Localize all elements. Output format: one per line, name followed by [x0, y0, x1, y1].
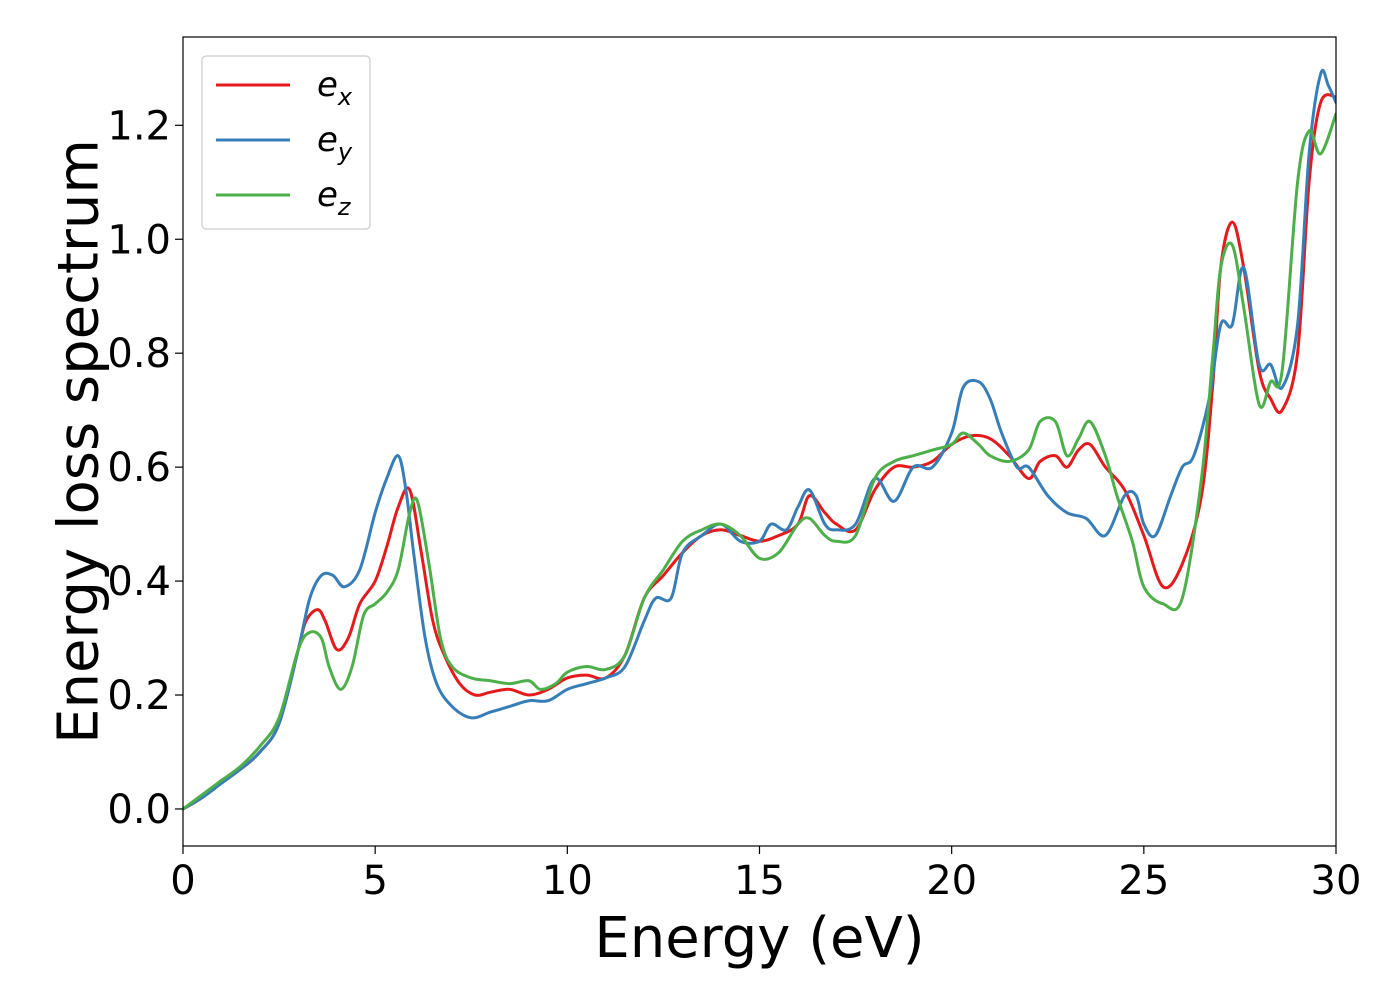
y-tick-label: 0.4 — [107, 559, 171, 605]
legend-label-y: ey — [317, 120, 353, 166]
x-axis-label: Energy (eV) — [594, 906, 924, 971]
series-line-x — [183, 93, 1336, 811]
legend-label-main: e — [317, 175, 338, 215]
series-line-y — [183, 68, 1336, 811]
legend-label-subscript: x — [337, 83, 353, 111]
series-line-z — [183, 112, 1336, 811]
y-tick-label: 1.2 — [107, 103, 171, 149]
x-tick-label: 25 — [1118, 858, 1169, 904]
y-tick-label: 0.2 — [107, 673, 171, 719]
y-tick-label: 1.0 — [107, 217, 171, 263]
y-tick-label: 0.0 — [107, 787, 171, 833]
y-tick-label: 0.8 — [107, 331, 171, 377]
x-tick-label: 0 — [170, 858, 195, 904]
x-tick-label: 10 — [542, 858, 593, 904]
x-tick-label: 15 — [734, 858, 785, 904]
y-axis-label: Energy loss spectrum — [47, 139, 112, 744]
legend-box — [201, 55, 371, 230]
ticks-layer: 0 5 10 15 20 25 30 0.0 0.2 0.4 0.6 0.8 1.0 1.2 — [107, 103, 1361, 904]
legend-label-subscript: y — [337, 138, 353, 166]
legend-label-subscript: z — [337, 193, 352, 221]
x-tick-label: 30 — [1311, 858, 1362, 904]
legend-label-main: e — [317, 65, 338, 105]
x-tick-label: 20 — [926, 858, 977, 904]
legend-label-x: ex — [317, 65, 353, 111]
legend-label-z: ez — [317, 175, 352, 221]
series-layer — [183, 68, 1336, 811]
y-tick-label: 0.6 — [107, 445, 171, 491]
x-tick-label: 5 — [362, 858, 387, 904]
legend-label-main: e — [317, 120, 338, 160]
